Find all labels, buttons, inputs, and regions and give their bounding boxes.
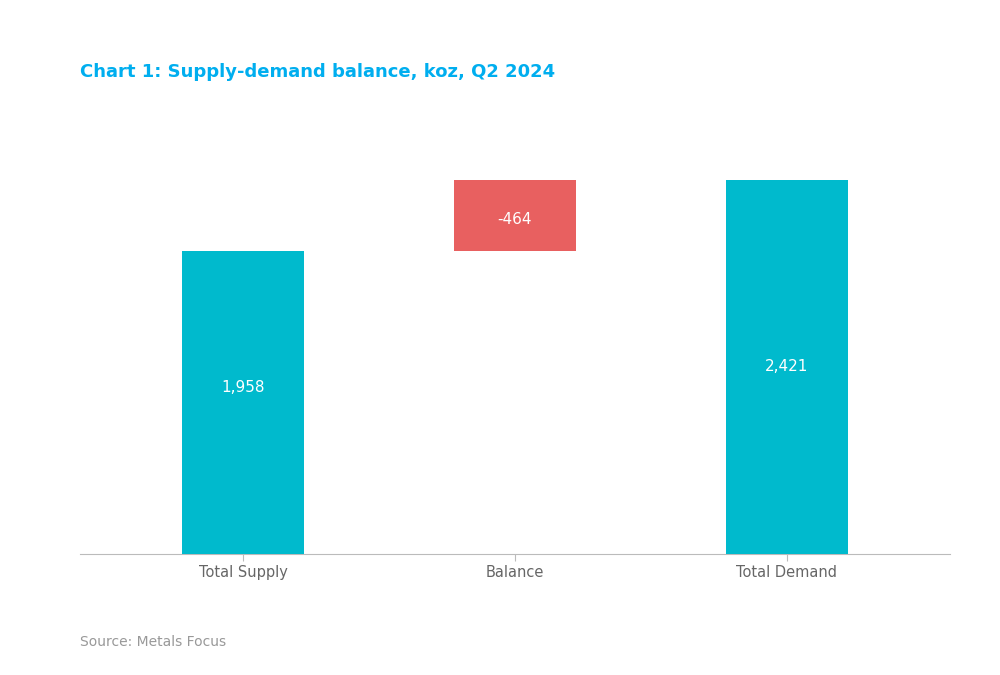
Bar bbox=[726, 180, 848, 554]
Text: 2,421: 2,421 bbox=[765, 359, 809, 374]
Text: Source: Metals Focus: Source: Metals Focus bbox=[80, 634, 226, 649]
Bar bbox=[454, 180, 576, 251]
Text: 1,958: 1,958 bbox=[221, 380, 265, 395]
Text: -464: -464 bbox=[498, 212, 532, 227]
Text: Chart 1: Supply-demand balance, koz, Q2 2024: Chart 1: Supply-demand balance, koz, Q2 … bbox=[80, 63, 555, 81]
Bar bbox=[182, 251, 304, 554]
